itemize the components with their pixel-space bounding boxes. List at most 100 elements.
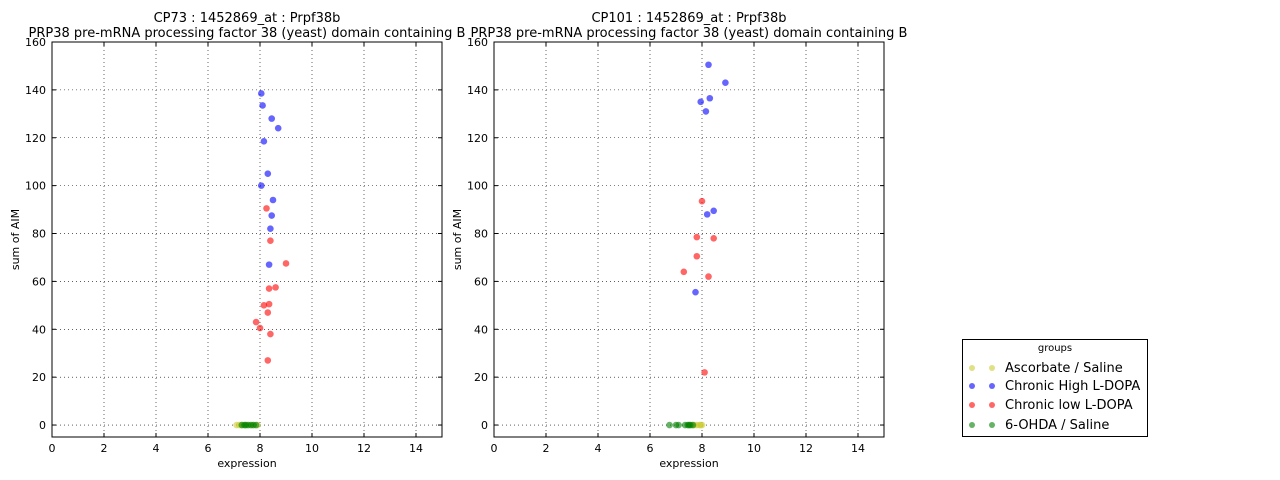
x-tick-label: 14 [409, 442, 423, 455]
x-tick-label: 10 [305, 442, 319, 455]
data-point [710, 235, 717, 242]
data-point [282, 260, 290, 267]
axes-frame [493, 41, 885, 438]
chart-title: CP73 : 1452869_at : Prpf38b [154, 11, 341, 26]
y-axis-label: sum of AIM [451, 209, 464, 270]
x-axis-label: expression [217, 457, 276, 470]
series-chronic-high-l-dopa [692, 61, 729, 296]
data-point [274, 124, 282, 132]
data-point [265, 261, 273, 268]
y-tick-label: 40 [32, 323, 46, 336]
data-point [666, 421, 673, 429]
legend-marker [969, 365, 995, 373]
y-tick-label: 60 [32, 275, 46, 288]
x-tick-label: 6 [205, 442, 212, 455]
data-point [256, 324, 264, 332]
data-point [685, 421, 693, 429]
data-point [706, 94, 714, 102]
data-point [705, 61, 712, 69]
x-tick-label: 6 [647, 442, 654, 455]
data-point [267, 225, 274, 233]
data-point [259, 102, 266, 109]
data-point [263, 205, 270, 212]
data-point [258, 90, 265, 97]
legend-label: Chronic low L-DOPA [1005, 398, 1133, 413]
series-chronic-low-l-dopa [680, 197, 717, 376]
y-tick-label: 140 [25, 84, 46, 97]
legend-marker [969, 383, 995, 391]
legend-label: 6-OHDA / Saline [1005, 418, 1110, 433]
series-chronic-high-l-dopa [258, 90, 282, 268]
y-tick-label: 100 [25, 180, 46, 193]
data-point [710, 207, 717, 215]
x-tick-label: 10 [747, 442, 761, 455]
series-chronic-low-l-dopa [252, 205, 290, 364]
chart-subtitle: PRP38 pre-mRNA processing factor 38 (yea… [29, 26, 466, 41]
data-point [702, 108, 710, 115]
data-point [697, 98, 704, 106]
x-axis-label: expression [659, 457, 718, 470]
series-6-ohda-saline [666, 421, 697, 429]
chart-title: CP101 : 1452869_at : Prpf38b [591, 11, 786, 26]
data-point [241, 421, 248, 429]
data-point [722, 79, 729, 86]
y-tick-label: 20 [474, 371, 488, 384]
data-point [693, 233, 701, 241]
data-point [269, 196, 277, 204]
data-point [264, 357, 272, 364]
y-tick-label: 0 [39, 419, 46, 432]
x-tick-label: 12 [357, 442, 371, 455]
data-point [268, 115, 276, 122]
legend: groups Ascorbate / Saline Chronic High L… [962, 339, 1148, 437]
data-point [265, 285, 273, 292]
data-point [693, 252, 701, 260]
series-6-ohda-saline [238, 421, 260, 429]
data-point [252, 421, 260, 429]
x-tick-label: 8 [699, 442, 706, 455]
data-point [260, 302, 268, 309]
x-tick-label: 14 [851, 442, 865, 455]
data-point [698, 421, 706, 429]
data-point [267, 330, 274, 338]
data-point [701, 369, 708, 376]
legend-item-chronic-low-l-dopa: Chronic low L-DOPA [963, 397, 1147, 415]
data-point [260, 138, 268, 145]
data-point [705, 273, 712, 280]
y-tick-label: 0 [481, 419, 488, 432]
data-point [698, 197, 706, 205]
y-tick-label: 60 [474, 275, 488, 288]
y-tick-label: 80 [32, 228, 46, 241]
data-point [252, 318, 260, 326]
chart-subtitle: PRP38 pre-mRNA processing factor 38 (yea… [471, 26, 908, 41]
data-point [267, 237, 274, 244]
y-tick-label: 80 [474, 228, 488, 241]
legend-label: Chronic High L-DOPA [1005, 379, 1141, 394]
x-tick-label: 12 [799, 442, 813, 455]
data-point [680, 268, 688, 276]
x-tick-label: 8 [257, 442, 264, 455]
data-point [258, 182, 265, 189]
legend-item-ascorbate-saline: Ascorbate / Saline [963, 360, 1147, 378]
data-point [264, 309, 272, 316]
x-tick-label: 4 [153, 442, 160, 455]
x-tick-label: 2 [543, 442, 550, 455]
x-tick-label: 0 [49, 442, 56, 455]
data-point [692, 288, 699, 296]
x-tick-label: 4 [595, 442, 602, 455]
data-point [265, 300, 273, 308]
y-tick-label: 100 [467, 180, 488, 193]
y-tick-label: 160 [25, 36, 46, 49]
axes-frame [51, 41, 443, 438]
y-tick-label: 140 [467, 84, 488, 97]
legend-marker [969, 402, 995, 410]
data-point [264, 170, 272, 177]
legend-marker [969, 422, 995, 430]
legend-item-6-ohda-saline: 6-OHDA / Saline [963, 417, 1147, 435]
data-point [268, 212, 276, 219]
y-tick-label: 20 [32, 371, 46, 384]
legend-title: groups [1037, 343, 1073, 354]
y-tick-label: 120 [25, 132, 46, 145]
